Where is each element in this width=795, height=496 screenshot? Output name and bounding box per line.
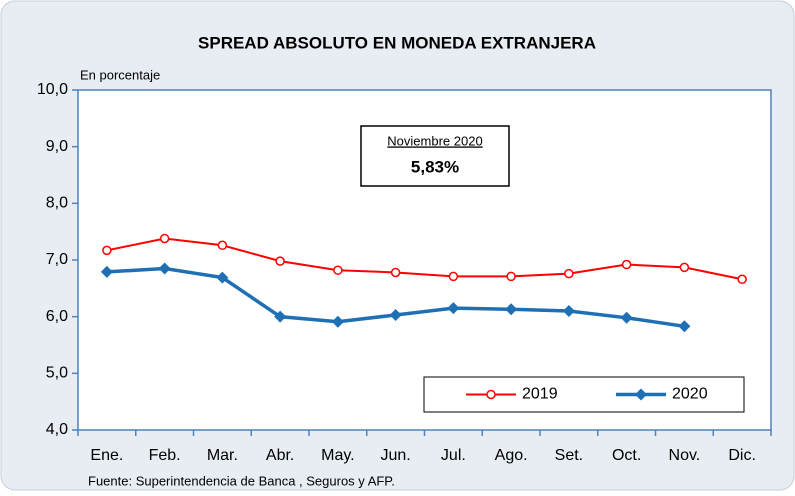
x-tick-label: Oct. <box>612 447 641 464</box>
data-point <box>505 303 518 316</box>
chart-title: SPREAD ABSOLUTO EN MONEDA EXTRANJERA <box>198 33 596 52</box>
x-tick-label: Dic. <box>728 447 756 464</box>
data-point <box>506 271 516 282</box>
data-point <box>447 302 460 315</box>
y-tick-label: 7,0 <box>46 251 68 268</box>
data-point <box>216 271 229 284</box>
x-tick-label: Mar. <box>207 447 238 464</box>
data-point <box>100 265 113 278</box>
legend-marker <box>486 389 496 400</box>
data-point <box>389 308 402 321</box>
data-point <box>217 240 228 251</box>
data-point <box>274 310 287 323</box>
y-tick-label: 6,0 <box>46 308 68 325</box>
data-point <box>621 259 632 270</box>
x-tick-label: May. <box>321 447 354 464</box>
data-point <box>448 271 459 282</box>
x-tick-label: Set. <box>555 447 583 464</box>
data-point <box>679 262 690 273</box>
source: Fuente: Superintendencia de Banca , Segu… <box>88 473 395 488</box>
data-point <box>678 320 691 333</box>
x-tick-label: Ago. <box>495 447 528 464</box>
y-tick-label: 9,0 <box>46 138 68 155</box>
data-point <box>331 315 344 328</box>
data-point <box>158 262 171 275</box>
annotation-title: Noviembre 2020 <box>387 133 482 148</box>
data-point <box>390 267 401 278</box>
annotation-text: 5,83% <box>411 157 459 176</box>
data-point <box>275 256 285 266</box>
y-tick-label: 4,0 <box>46 421 68 438</box>
x-tick-label: Nov. <box>669 447 701 464</box>
y-tick-label: 5,0 <box>46 365 68 382</box>
y-axis-label: En porcentaje <box>80 67 160 82</box>
y-tick-label: 10,0 <box>37 81 68 98</box>
legend-label: 2020 <box>672 386 708 403</box>
data-point <box>620 311 633 324</box>
data-point <box>102 245 112 256</box>
x-tick-label: Jul. <box>441 447 466 464</box>
x-tick-label: Ene. <box>90 447 123 464</box>
x-tick-label: Jun. <box>381 447 411 464</box>
legend-marker <box>635 388 647 401</box>
series-line <box>106 237 743 281</box>
data-point <box>737 274 747 285</box>
data-point <box>562 305 575 317</box>
y-tick-label: 8,0 <box>46 195 68 212</box>
data-point <box>333 265 343 275</box>
legend-label: 2019 <box>522 386 558 403</box>
data-point <box>564 268 574 279</box>
data-point <box>159 233 170 244</box>
x-tick-label: Feb. <box>149 447 181 464</box>
annotation-box <box>360 125 510 187</box>
x-tick-label: Abr. <box>266 447 294 464</box>
